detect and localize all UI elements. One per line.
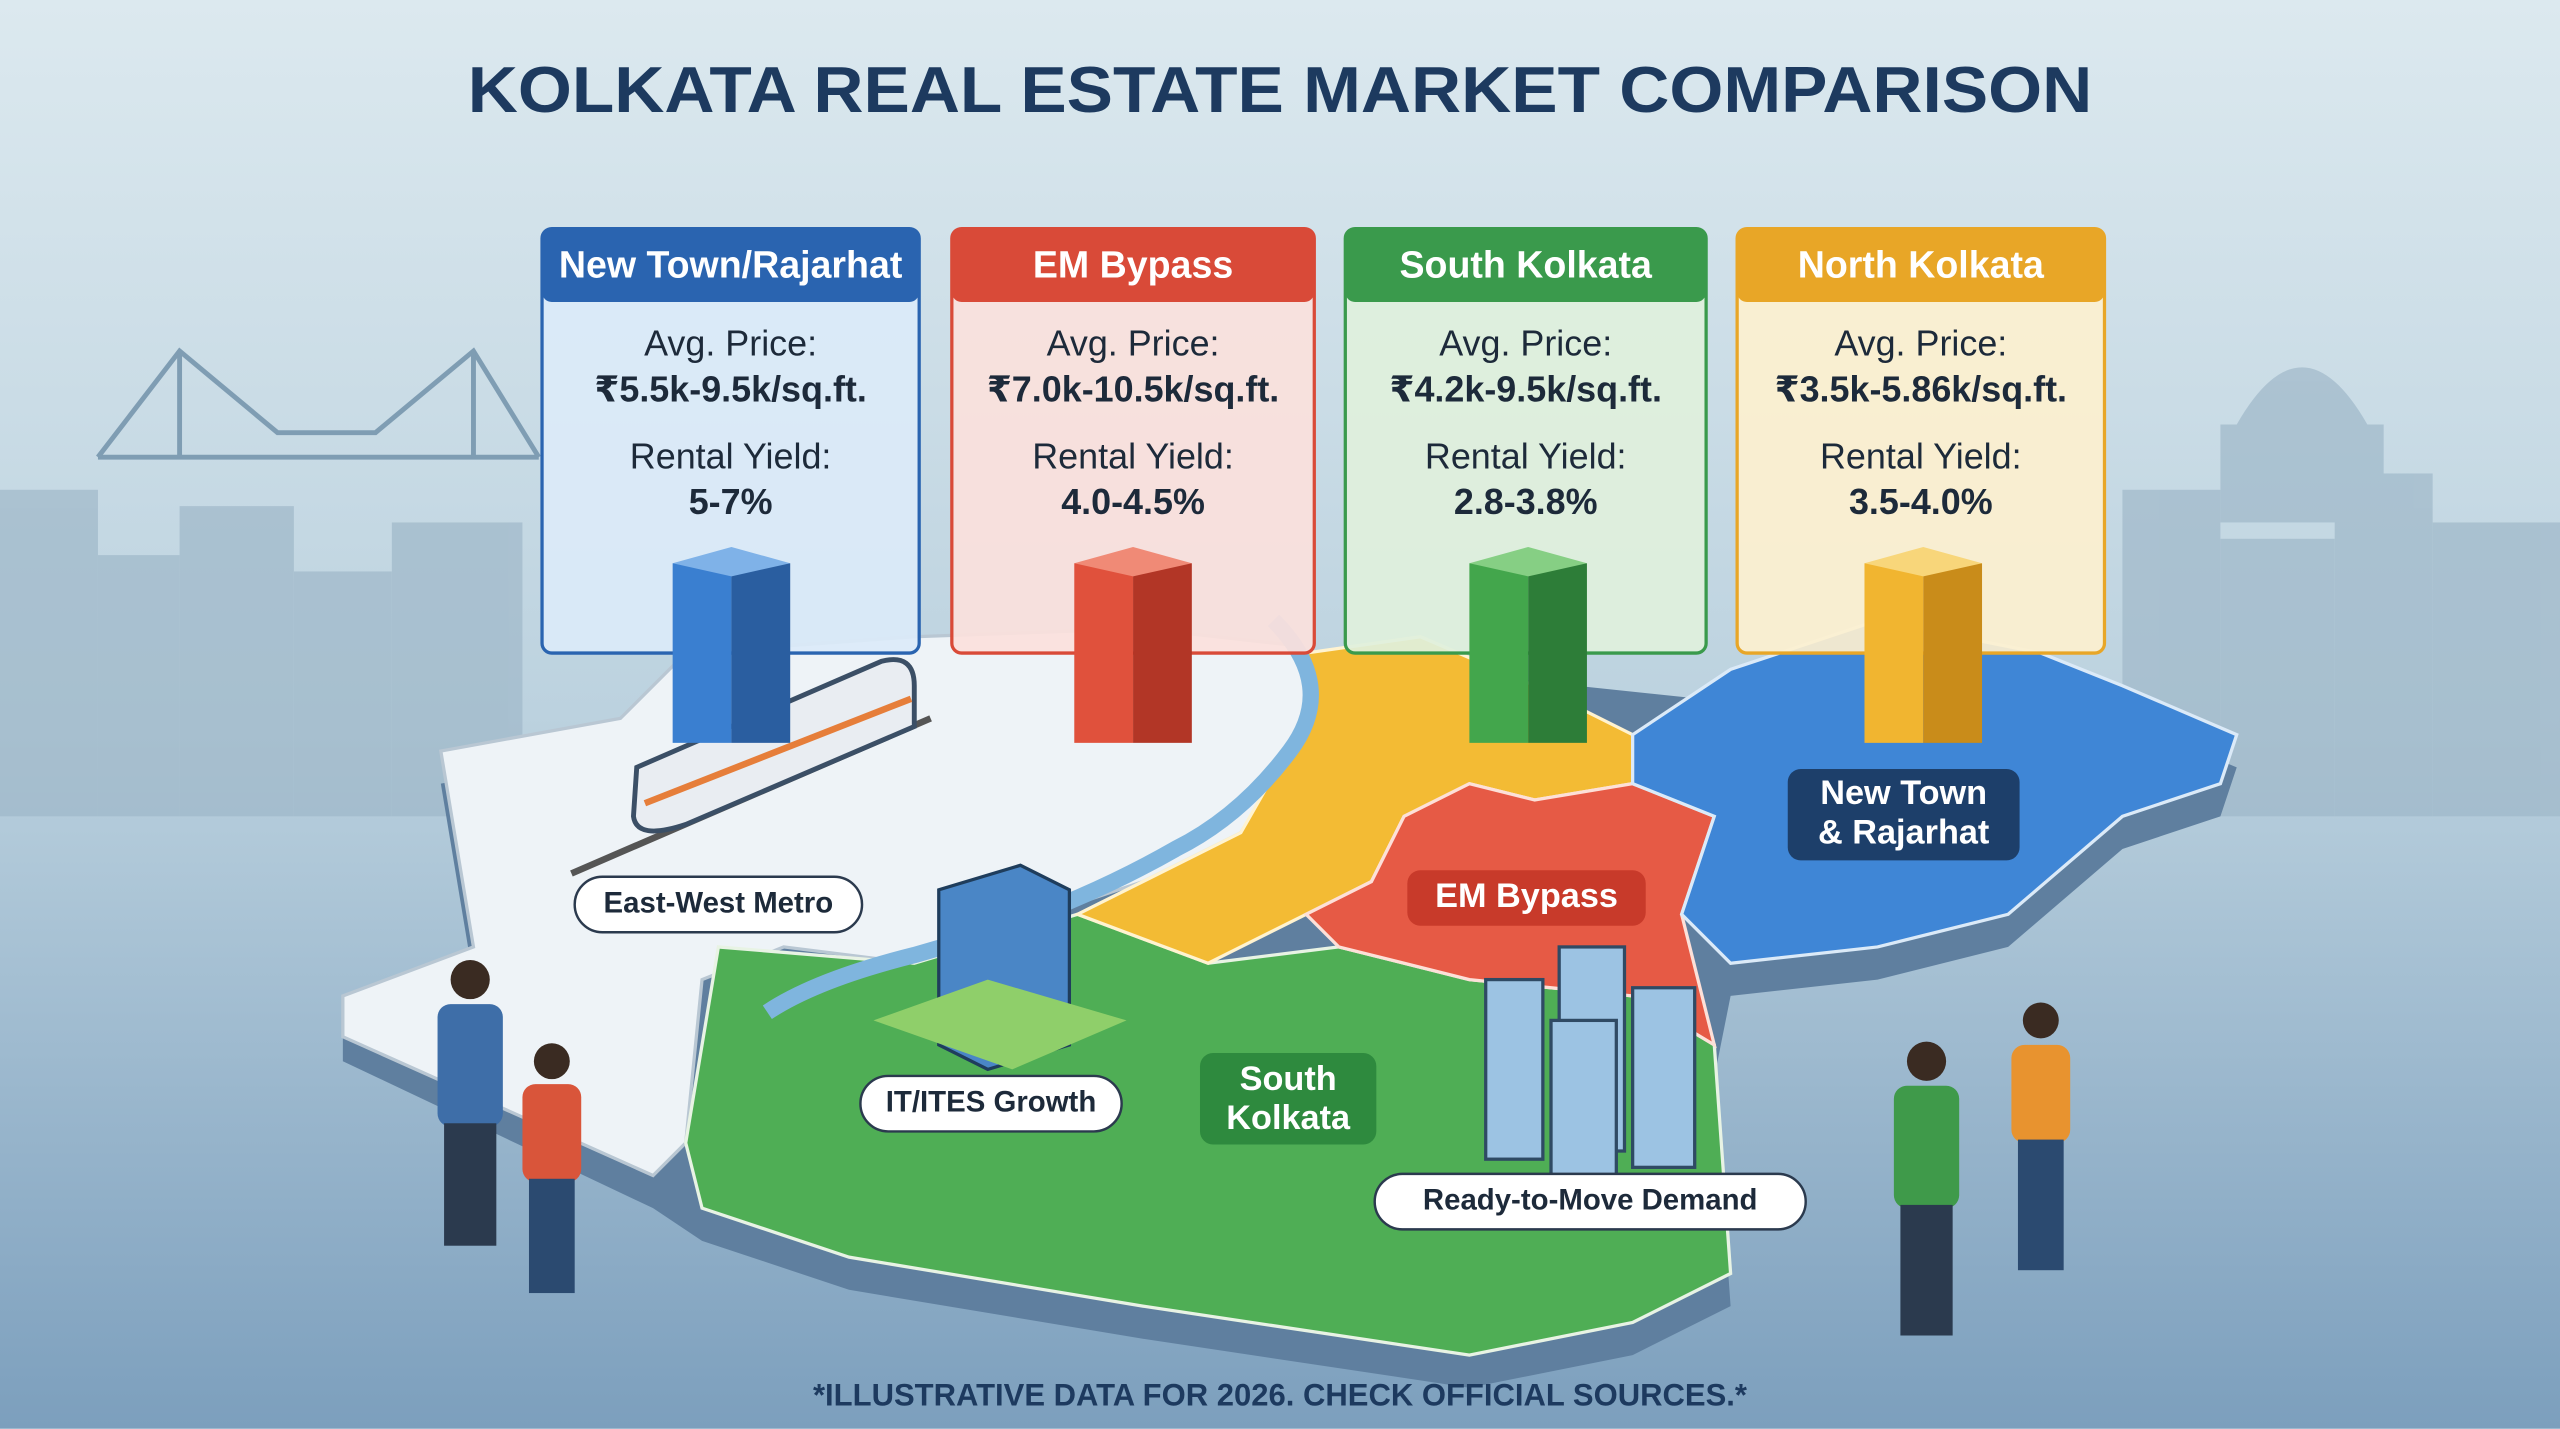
yield-label: Rental Yield: (630, 435, 832, 476)
yield-label: Rental Yield: (1820, 435, 2022, 476)
yield-label: Rental Yield: (1425, 435, 1627, 476)
bar-top (1074, 546, 1192, 577)
bar-top (1469, 546, 1587, 577)
title: KOLKATA REAL ESTATE MARKET COMPARISON (468, 53, 2092, 126)
price-label: Avg. Price: (644, 323, 817, 364)
price-label: Avg. Price: (1439, 323, 1612, 364)
yield: 3.5-4.0% (1849, 481, 1993, 522)
label-box (859, 1074, 1123, 1133)
bar-front (1469, 563, 1529, 743)
bar-side (1133, 563, 1192, 743)
it-lawn (873, 979, 1127, 1070)
label-box (1373, 1172, 1807, 1231)
train-stripe (643, 695, 913, 807)
map-label: Ready-to-Move Demand (1423, 1183, 1758, 1216)
map-label: South (1240, 1060, 1337, 1098)
bar-side (1528, 563, 1587, 743)
card-header (1345, 228, 1707, 303)
price: ₹7.0k-10.5k/sq.ft. (987, 368, 1279, 409)
people-right (1893, 1002, 2071, 1336)
map-label: East-West Metro (604, 886, 834, 919)
label-box (573, 875, 864, 934)
towers (1484, 945, 1697, 1186)
card-header (1737, 228, 2105, 303)
card-header (951, 228, 1315, 303)
map-label: & Rajarhat (1818, 813, 1989, 851)
bridge (96, 347, 541, 460)
map-label: New Town (1820, 774, 1987, 812)
yield: 2.8-3.8% (1454, 481, 1598, 522)
yield-label: Rental Yield: (1032, 435, 1234, 476)
price-label: Avg. Price: (1047, 323, 1220, 364)
card-title: North Kolkata (1798, 244, 2045, 286)
bar-front (1864, 563, 1924, 743)
card-title: South Kolkata (1400, 244, 1654, 286)
bar-side (1923, 563, 1983, 743)
price-label: Avg. Price: (1834, 323, 2007, 364)
map-label: EM Bypass (1435, 877, 1618, 915)
footnote: *ILLUSTRATIVE DATA FOR 2026. CHECK OFFIC… (813, 1378, 1748, 1413)
bar-top (1864, 546, 1983, 577)
people-left (437, 959, 582, 1294)
skyline (0, 367, 2560, 817)
river (762, 614, 1319, 1020)
bar-front (1074, 563, 1134, 743)
map-label: Kolkata (1226, 1099, 1351, 1137)
label-box (1199, 1053, 1377, 1145)
yield: 5-7% (689, 481, 773, 522)
metro-train (631, 657, 917, 834)
bar-side (731, 563, 791, 743)
card-title: New Town/Rajarhat (559, 244, 903, 286)
map-label: IT/ITES Growth (886, 1085, 1097, 1118)
card-header (542, 228, 920, 303)
card-title: EM Bypass (1033, 244, 1233, 286)
bar-top (672, 546, 791, 577)
bar-front (672, 563, 732, 743)
label-box (1787, 768, 2020, 861)
price: ₹4.2k-9.5k/sq.ft. (1389, 368, 1661, 409)
price: ₹5.5k-9.5k/sq.ft. (594, 368, 866, 409)
price: ₹3.5k-5.86k/sq.ft. (1775, 368, 2067, 409)
label-box (1407, 870, 1646, 926)
yield: 4.0-4.5% (1061, 481, 1205, 522)
